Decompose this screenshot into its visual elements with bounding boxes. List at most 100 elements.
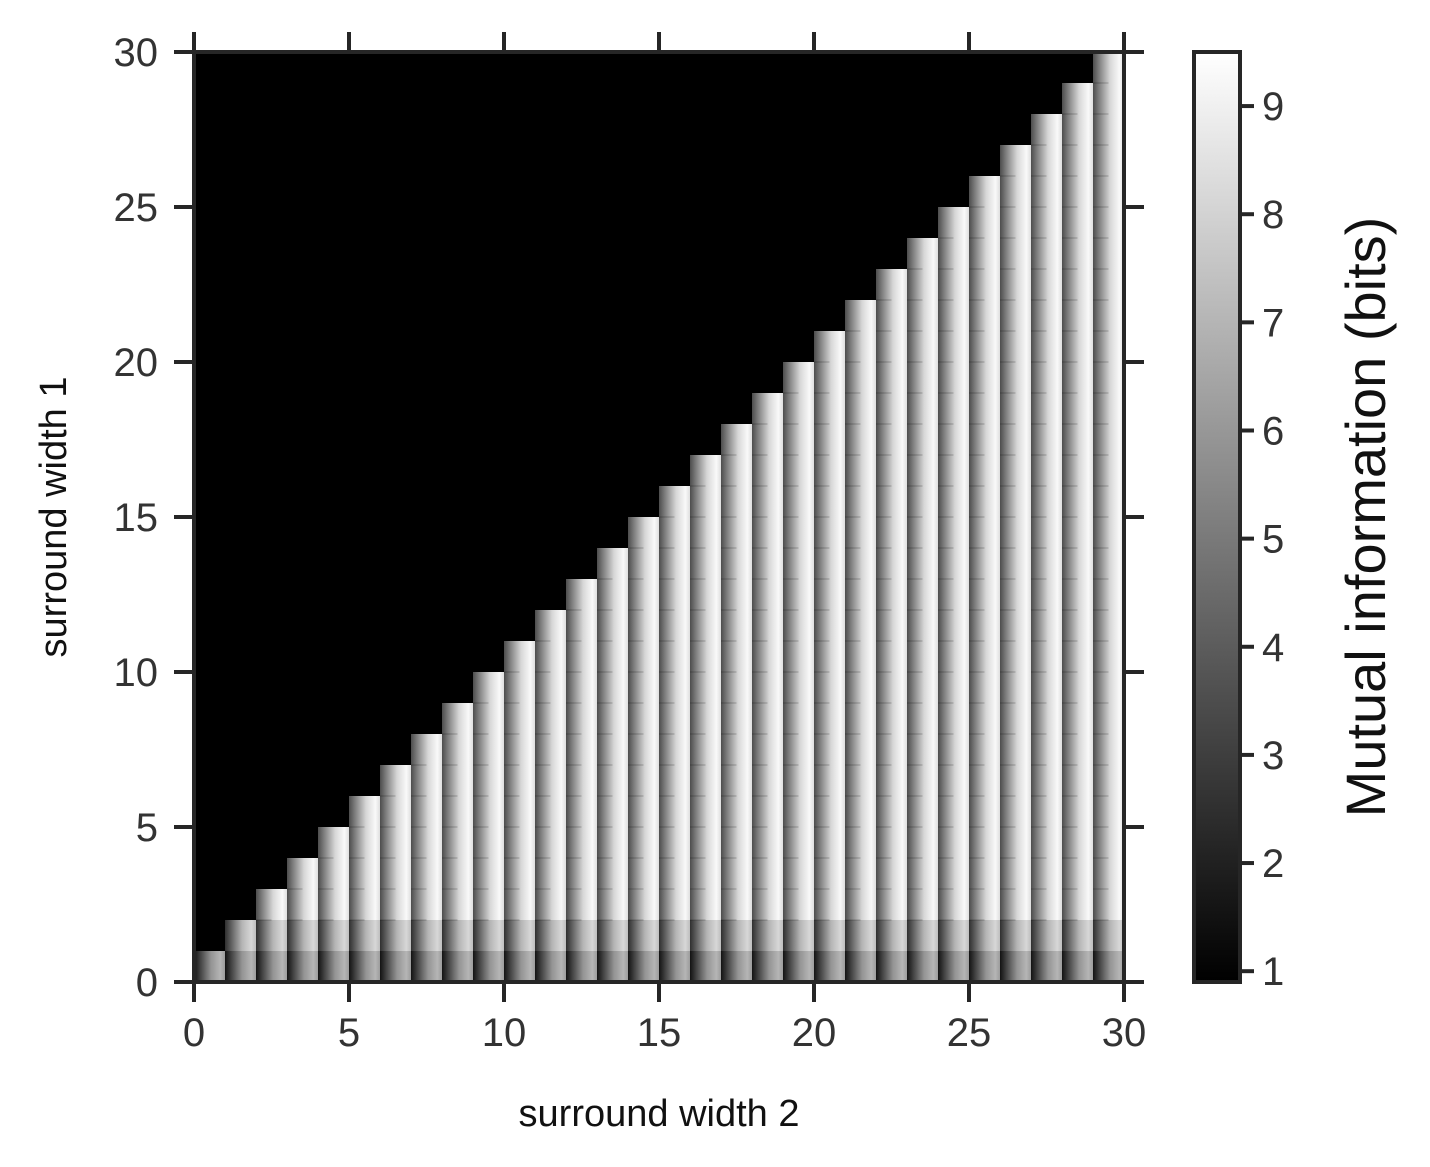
- colorbar-tick-label: 8: [1262, 193, 1284, 237]
- y-tick-label: 15: [114, 496, 159, 540]
- heatmap-column: [411, 734, 442, 920]
- heatmap-cell-row1: [876, 920, 907, 951]
- y-tick-label: 30: [114, 31, 159, 75]
- colorbar-tick-label: 6: [1262, 409, 1284, 453]
- y-tick-label: 25: [114, 186, 159, 230]
- heatmap-cell-row1: [566, 920, 597, 951]
- colorbar-tick-label: 4: [1262, 626, 1284, 670]
- heatmap-column: [442, 703, 473, 920]
- heatmap-column: [659, 486, 690, 920]
- heatmap-cell-row1: [318, 920, 349, 951]
- heatmap-cell-row1: [907, 920, 938, 951]
- heatmap-column: [1031, 114, 1062, 920]
- heatmap-column: [1093, 52, 1124, 920]
- heatmap-cell-row1: [256, 920, 287, 951]
- y-tick-label: 5: [136, 806, 158, 850]
- heatmap-cell-row1: [1031, 920, 1062, 951]
- heatmap-cell-row1: [721, 920, 752, 951]
- heatmap-cell-row0: [535, 951, 566, 982]
- heatmap-cell-row1: [535, 920, 566, 951]
- heatmap-cell-row0: [628, 951, 659, 982]
- heatmap-column: [938, 207, 969, 920]
- heatmap-cell-row0: [225, 951, 256, 982]
- heatmap-cell-row0: [473, 951, 504, 982]
- heatmap-cell-row1: [1000, 920, 1031, 951]
- heatmap-cell-row1: [442, 920, 473, 951]
- heatmap-column: [380, 765, 411, 920]
- heatmap-column: [628, 517, 659, 920]
- heatmap-cell-row0: [907, 951, 938, 982]
- heatmap-cell-row1: [628, 920, 659, 951]
- heatmap-column: [814, 331, 845, 920]
- heatmap-cell-row0: [690, 951, 721, 982]
- x-tick-label: 30: [1102, 1011, 1147, 1055]
- heatmap-cell-row0: [380, 951, 411, 982]
- x-axis-label: surround width 2: [519, 1093, 800, 1135]
- heatmap-column: [473, 672, 504, 920]
- heatmap-cell-row0: [1062, 951, 1093, 982]
- heatmap-cell-row0: [566, 951, 597, 982]
- heatmap-column: [845, 300, 876, 920]
- heatmap-column: [535, 610, 566, 920]
- heatmap-cell-row1: [504, 920, 535, 951]
- heatmap-cell-row0: [597, 951, 628, 982]
- heatmap-cell-row0: [287, 951, 318, 982]
- heatmap-column: [256, 889, 287, 920]
- x-axis-ticks: 0 5 10 15 20 25 30: [183, 32, 1146, 1055]
- colorbar-tick-label: 9: [1262, 85, 1284, 129]
- colorbar-ticks: 1 2 3 4 5 6 7 8 9: [1240, 85, 1284, 994]
- heatmap-column: [783, 362, 814, 920]
- heatmap-cell-row0: [1093, 951, 1124, 982]
- heatmap-cell-row0: [783, 951, 814, 982]
- heatmap-column: [504, 641, 535, 920]
- heatmap-cell-row1: [1062, 920, 1093, 951]
- heatmap-cell-row1: [783, 920, 814, 951]
- colorbar-tick-label: 1: [1262, 950, 1284, 994]
- heatmap-cell-row0: [349, 951, 380, 982]
- x-tick-label: 20: [792, 1011, 837, 1055]
- heatmap-column: [752, 393, 783, 920]
- heatmap-column: [1000, 145, 1031, 920]
- y-tick-label: 0: [136, 961, 158, 1005]
- x-tick-label: 0: [183, 1011, 205, 1055]
- heatmap-cell-row0: [721, 951, 752, 982]
- heatmap-cell-row1: [349, 920, 380, 951]
- heatmap-cell-row0: [504, 951, 535, 982]
- heatmap-cell-row1: [969, 920, 1000, 951]
- heatmap-cell-row0: [318, 951, 349, 982]
- heatmap-column: [969, 176, 1000, 920]
- y-tick-label: 10: [114, 651, 159, 695]
- heatmap-cell-row0: [194, 951, 225, 982]
- heatmap-column: [907, 238, 938, 920]
- colorbar-gradient: [1194, 52, 1240, 982]
- heatmap-cell-row1: [690, 920, 721, 951]
- heatmap-cell-row1: [845, 920, 876, 951]
- x-tick-label: 10: [482, 1011, 527, 1055]
- heatmap-cell-row0: [876, 951, 907, 982]
- heatmap-cell-row1: [752, 920, 783, 951]
- heatmap-cell-row0: [969, 951, 1000, 982]
- heatmap-cell-row1: [597, 920, 628, 951]
- heatmap-column: [566, 579, 597, 920]
- colorbar-tick-label: 5: [1262, 518, 1284, 562]
- heatmap-column: [876, 269, 907, 920]
- heatmap-cell-row0: [938, 951, 969, 982]
- y-axis-ticks: 0 5 10 15 20 25 30: [114, 31, 1144, 1005]
- y-axis-label: surround width 1: [33, 377, 75, 658]
- heatmap-cell-row0: [845, 951, 876, 982]
- heatmap-cell-row0: [814, 951, 845, 982]
- colorbar-tick-label: 2: [1262, 842, 1284, 886]
- heatmap-cell-row1: [380, 920, 411, 951]
- heatmap-cell-row1: [225, 920, 256, 951]
- heatmap-cell-row0: [256, 951, 287, 982]
- heatmap-column: [1062, 83, 1093, 920]
- heatmap-cell-row1: [814, 920, 845, 951]
- heatmap-column: [721, 424, 752, 920]
- heatmap-cell-row1: [1093, 920, 1124, 951]
- heatmap-cell-row1: [411, 920, 442, 951]
- heatmap-column: [597, 548, 628, 920]
- heatmap-cell-row0: [752, 951, 783, 982]
- heatmap-cell-row1: [473, 920, 504, 951]
- heatmap-cell-row1: [938, 920, 969, 951]
